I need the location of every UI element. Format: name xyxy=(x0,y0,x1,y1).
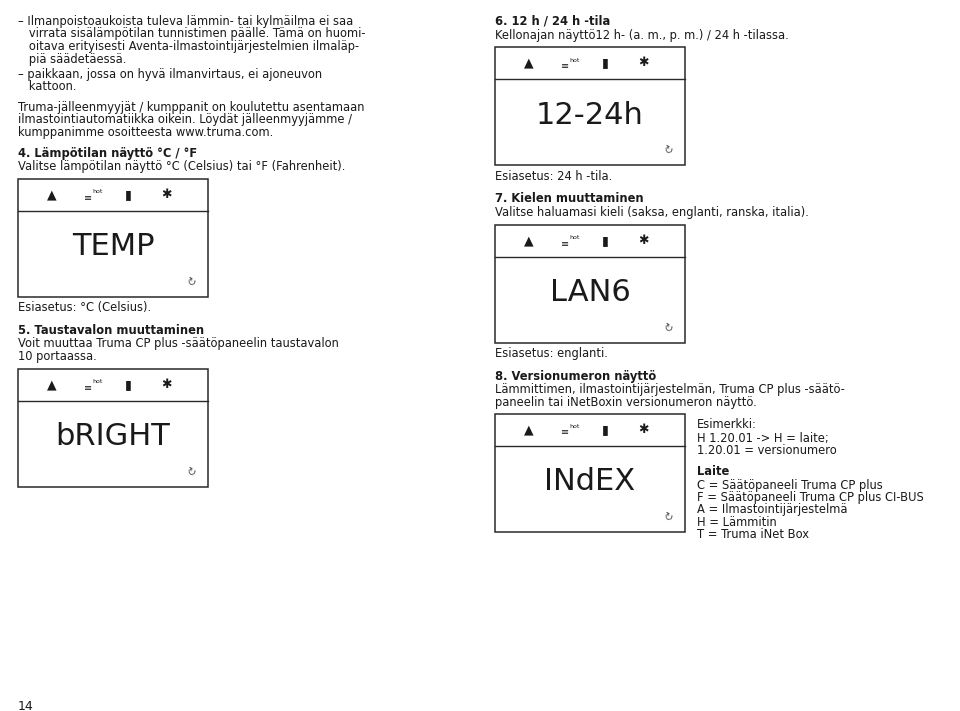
Text: ↻: ↻ xyxy=(184,276,196,289)
Text: 12-24h: 12-24h xyxy=(536,101,644,129)
Text: 8. Versionumeron näyttö: 8. Versionumeron näyttö xyxy=(495,370,657,383)
Text: 4. Lämpötilan näyttö °C / °F: 4. Lämpötilan näyttö °C / °F xyxy=(18,146,197,159)
Text: ▲: ▲ xyxy=(524,234,534,247)
Text: ✱: ✱ xyxy=(161,188,172,201)
Text: ✱: ✱ xyxy=(638,234,648,247)
Text: Esiasetus: englanti.: Esiasetus: englanti. xyxy=(495,348,608,360)
Text: ▲: ▲ xyxy=(47,378,57,391)
Text: 1.20.01 = versionumero: 1.20.01 = versionumero xyxy=(697,444,837,457)
Text: ▲: ▲ xyxy=(524,56,534,70)
Bar xyxy=(18,368,208,486)
Text: virrata sisälämpötilan tunnistimen päälle. Tämä on huomi-: virrata sisälämpötilan tunnistimen pääll… xyxy=(18,28,366,41)
Text: ▮: ▮ xyxy=(602,234,609,247)
Text: hot: hot xyxy=(92,379,103,384)
Bar xyxy=(495,225,685,343)
Text: 10 portaassa.: 10 portaassa. xyxy=(18,350,97,363)
Text: – paikkaan, jossa on hyvä ilmanvirtaus, ei ajoneuvon: – paikkaan, jossa on hyvä ilmanvirtaus, … xyxy=(18,68,323,81)
Text: Valitse haluamasi kieli (saksa, englanti, ranska, italia).: Valitse haluamasi kieli (saksa, englanti… xyxy=(495,206,809,219)
Text: Laite: Laite xyxy=(697,465,730,478)
Text: F = Säätöpaneeli Truma CP plus CI-BUS: F = Säätöpaneeli Truma CP plus CI-BUS xyxy=(697,491,924,504)
Text: paneelin tai iNetBoxin versionumeron näyttö.: paneelin tai iNetBoxin versionumeron näy… xyxy=(495,396,756,409)
Text: hot: hot xyxy=(569,58,580,63)
Text: ▲: ▲ xyxy=(524,423,534,436)
Text: LAN6: LAN6 xyxy=(550,278,631,307)
Text: oitava erityisesti Aventa-ilmastointijärjestelmien ilmaläp-: oitava erityisesti Aventa-ilmastointijär… xyxy=(18,40,359,53)
Text: ≡: ≡ xyxy=(562,61,569,71)
Bar xyxy=(18,178,208,296)
Text: – Ilmanpoistoaukoista tuleva lämmin- tai kylmäilma ei saa: – Ilmanpoistoaukoista tuleva lämmin- tai… xyxy=(18,15,353,28)
Bar xyxy=(495,414,685,532)
Text: ▮: ▮ xyxy=(125,188,132,201)
Text: 5. Taustavalon muuttaminen: 5. Taustavalon muuttaminen xyxy=(18,324,204,337)
Text: ↻: ↻ xyxy=(660,145,673,157)
Text: Valitse lämpötilan näyttö °C (Celsius) tai °F (Fahrenheit).: Valitse lämpötilan näyttö °C (Celsius) t… xyxy=(18,160,346,173)
Text: ≡: ≡ xyxy=(84,383,92,392)
Bar xyxy=(495,47,685,165)
Text: 6. 12 h / 24 h -tila: 6. 12 h / 24 h -tila xyxy=(495,15,611,28)
Text: hot: hot xyxy=(569,235,580,240)
Text: Esiasetus: 24 h -tila.: Esiasetus: 24 h -tila. xyxy=(495,170,612,183)
Text: ≡: ≡ xyxy=(562,427,569,437)
Text: INdEX: INdEX xyxy=(544,467,636,496)
Text: ↻: ↻ xyxy=(660,511,673,524)
Text: ▮: ▮ xyxy=(125,378,132,391)
Text: Truma-jälleenmyyjät / kumppanit on koulutettu asentamaan: Truma-jälleenmyyjät / kumppanit on koulu… xyxy=(18,101,365,114)
Text: 14: 14 xyxy=(18,700,34,711)
Text: H = Lämmitin: H = Lämmitin xyxy=(697,516,777,529)
Text: 7. Kielen muuttaminen: 7. Kielen muuttaminen xyxy=(495,193,643,205)
Text: hot: hot xyxy=(92,189,103,194)
Text: H 1.20.01 -> H = laite;: H 1.20.01 -> H = laite; xyxy=(697,432,828,445)
Text: ilmastointiautomatiikka oikein. Löydät jälleenmyyjämme /: ilmastointiautomatiikka oikein. Löydät j… xyxy=(18,114,352,127)
Text: hot: hot xyxy=(569,424,580,429)
Text: ≡: ≡ xyxy=(84,193,92,203)
Text: ▮: ▮ xyxy=(602,56,609,70)
Text: ↻: ↻ xyxy=(660,322,673,335)
Text: Lämmittimen, ilmastointijärjestelmän, Truma CP plus -säätö-: Lämmittimen, ilmastointijärjestelmän, Tr… xyxy=(495,383,845,397)
Text: TEMP: TEMP xyxy=(72,232,155,261)
Text: ≡: ≡ xyxy=(562,238,569,249)
Text: C = Säätöpaneeli Truma CP plus: C = Säätöpaneeli Truma CP plus xyxy=(697,479,883,491)
Text: Voit muuttaa Truma CP plus -säätöpaneelin taustavalon: Voit muuttaa Truma CP plus -säätöpaneeli… xyxy=(18,338,339,351)
Text: ↻: ↻ xyxy=(184,466,196,479)
Text: kumppanimme osoitteesta www.truma.com.: kumppanimme osoitteesta www.truma.com. xyxy=(18,126,274,139)
Text: ▮: ▮ xyxy=(602,423,609,436)
Text: A = Ilmastointijärjestelmä: A = Ilmastointijärjestelmä xyxy=(697,503,848,516)
Text: Esimerkki:: Esimerkki: xyxy=(697,419,756,432)
Text: T = Truma iNet Box: T = Truma iNet Box xyxy=(697,528,809,542)
Text: Esiasetus: °C (Celsius).: Esiasetus: °C (Celsius). xyxy=(18,301,151,314)
Text: piä säädetäessä.: piä säädetäessä. xyxy=(18,53,127,65)
Text: kattoon.: kattoon. xyxy=(18,80,77,94)
Text: ✱: ✱ xyxy=(638,56,648,70)
Text: Kellonajan näyttö12 h- (a. m., p. m.) / 24 h -tilassa.: Kellonajan näyttö12 h- (a. m., p. m.) / … xyxy=(495,28,789,41)
Text: ✱: ✱ xyxy=(161,378,172,391)
Text: ✱: ✱ xyxy=(638,423,648,436)
Text: bRIGHT: bRIGHT xyxy=(56,422,170,451)
Text: ▲: ▲ xyxy=(47,188,57,201)
